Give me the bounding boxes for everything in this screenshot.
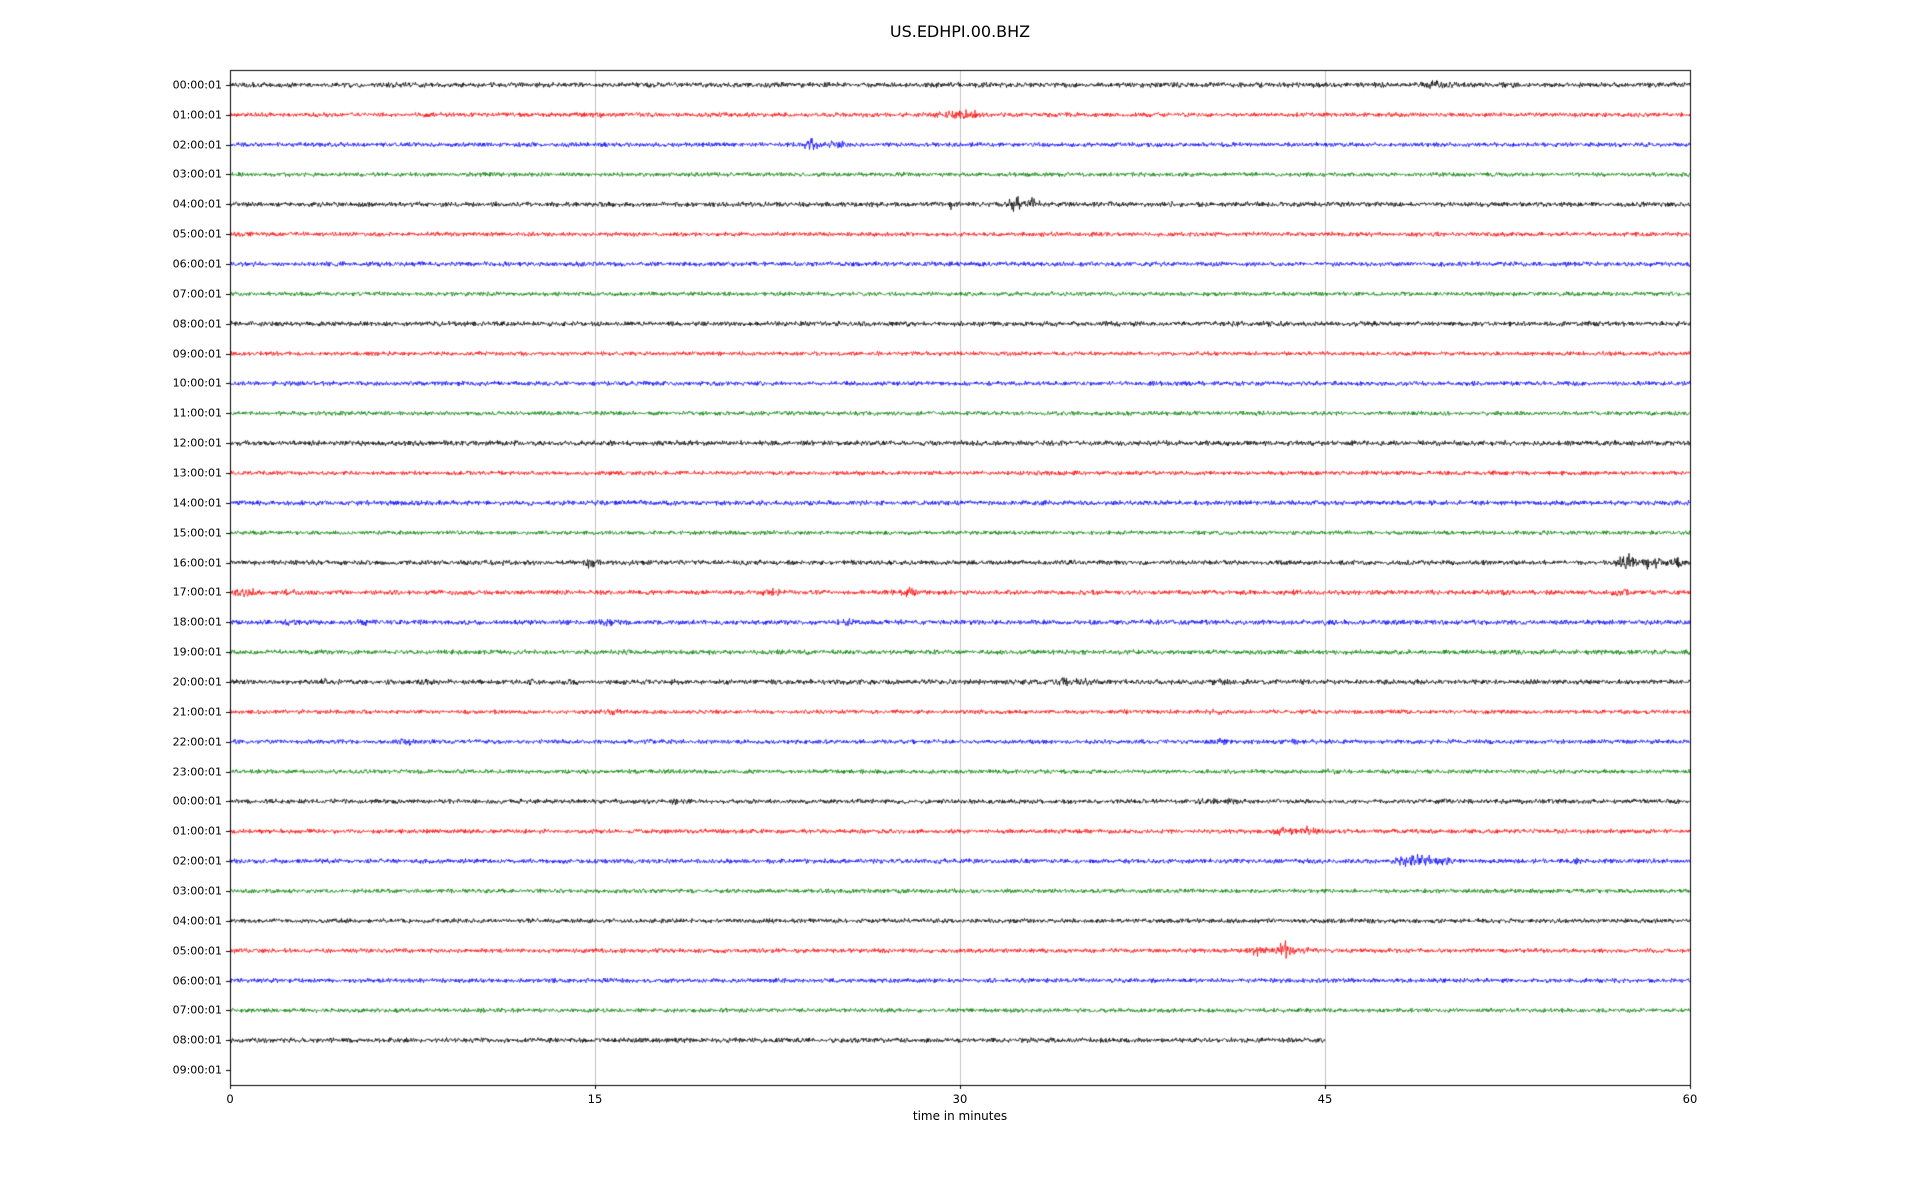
trace-time-label: 09:00:01 xyxy=(172,1063,222,1077)
x-axis-label: time in minutes xyxy=(912,1109,1008,1123)
trace-time-label: 03:00:01 xyxy=(172,884,222,898)
trace-time-label: 19:00:01 xyxy=(172,645,222,659)
trace-time-label: 02:00:01 xyxy=(172,138,222,152)
trace-time-label: 11:00:01 xyxy=(172,406,222,420)
x-tick-label: 30 xyxy=(952,1092,968,1106)
trace-time-label: 15:00:01 xyxy=(172,526,222,540)
trace-time-label: 01:00:01 xyxy=(172,108,222,122)
trace-time-label: 09:00:01 xyxy=(172,347,222,361)
trace-time-label: 04:00:01 xyxy=(172,197,222,211)
trace-time-label: 05:00:01 xyxy=(172,944,222,958)
x-tick-label: 15 xyxy=(587,1092,603,1106)
trace-time-label: 07:00:01 xyxy=(172,287,222,301)
x-tick-label: 0 xyxy=(226,1092,234,1106)
trace-time-label: 17:00:01 xyxy=(172,585,222,599)
trace-time-label: 10:00:01 xyxy=(172,376,222,390)
trace-time-label: 08:00:01 xyxy=(172,1033,222,1047)
trace-time-label: 23:00:01 xyxy=(172,765,222,779)
trace-time-label: 14:00:01 xyxy=(172,496,222,510)
trace-time-label: 07:00:01 xyxy=(172,1003,222,1017)
trace-time-label: 20:00:01 xyxy=(172,675,222,689)
trace-time-label: 00:00:01 xyxy=(172,78,222,92)
trace-time-label: 18:00:01 xyxy=(172,615,222,629)
trace-time-label: 21:00:01 xyxy=(172,705,222,719)
trace-time-label: 01:00:01 xyxy=(172,824,222,838)
x-tick-label: 60 xyxy=(1682,1092,1698,1106)
trace-time-label: 12:00:01 xyxy=(172,436,222,450)
trace-time-label: 03:00:01 xyxy=(172,167,222,181)
trace-time-label: 22:00:01 xyxy=(172,735,222,749)
trace-time-label: 06:00:01 xyxy=(172,974,222,987)
trace-time-label: 08:00:01 xyxy=(172,317,222,331)
trace-time-label: 00:00:01 xyxy=(172,794,222,808)
trace-time-label: 02:00:01 xyxy=(172,854,222,868)
x-tick-label: 45 xyxy=(1317,1092,1333,1106)
trace-time-label: 16:00:01 xyxy=(172,556,222,570)
trace-time-label: 05:00:01 xyxy=(172,227,222,241)
trace-time-label: 06:00:01 xyxy=(172,257,222,271)
trace-time-label: 04:00:01 xyxy=(172,914,222,928)
trace-time-label: 13:00:01 xyxy=(172,466,222,480)
